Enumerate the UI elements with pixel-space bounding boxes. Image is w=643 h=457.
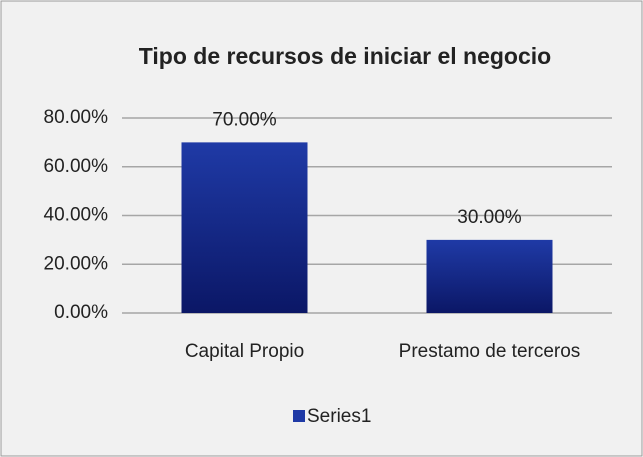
y-tick-label: 40.00% (44, 205, 109, 226)
chart-title: Tipo de recursos de iniciar el negocio (139, 43, 551, 69)
x-tick-label: Prestamo de terceros (399, 341, 581, 362)
x-tick-label: Capital Propio (185, 341, 304, 362)
data-label: 70.00% (212, 109, 277, 130)
bar (181, 142, 308, 313)
y-tick-label: 80.00% (44, 107, 109, 128)
legend-label: Series1 (307, 406, 371, 427)
bar (426, 239, 553, 313)
y-tick-label: 20.00% (44, 253, 109, 274)
y-tick-label: 0.00% (54, 302, 108, 323)
y-tick-label: 60.00% (44, 156, 109, 177)
legend-swatch (293, 410, 305, 422)
data-label: 30.00% (457, 207, 522, 228)
